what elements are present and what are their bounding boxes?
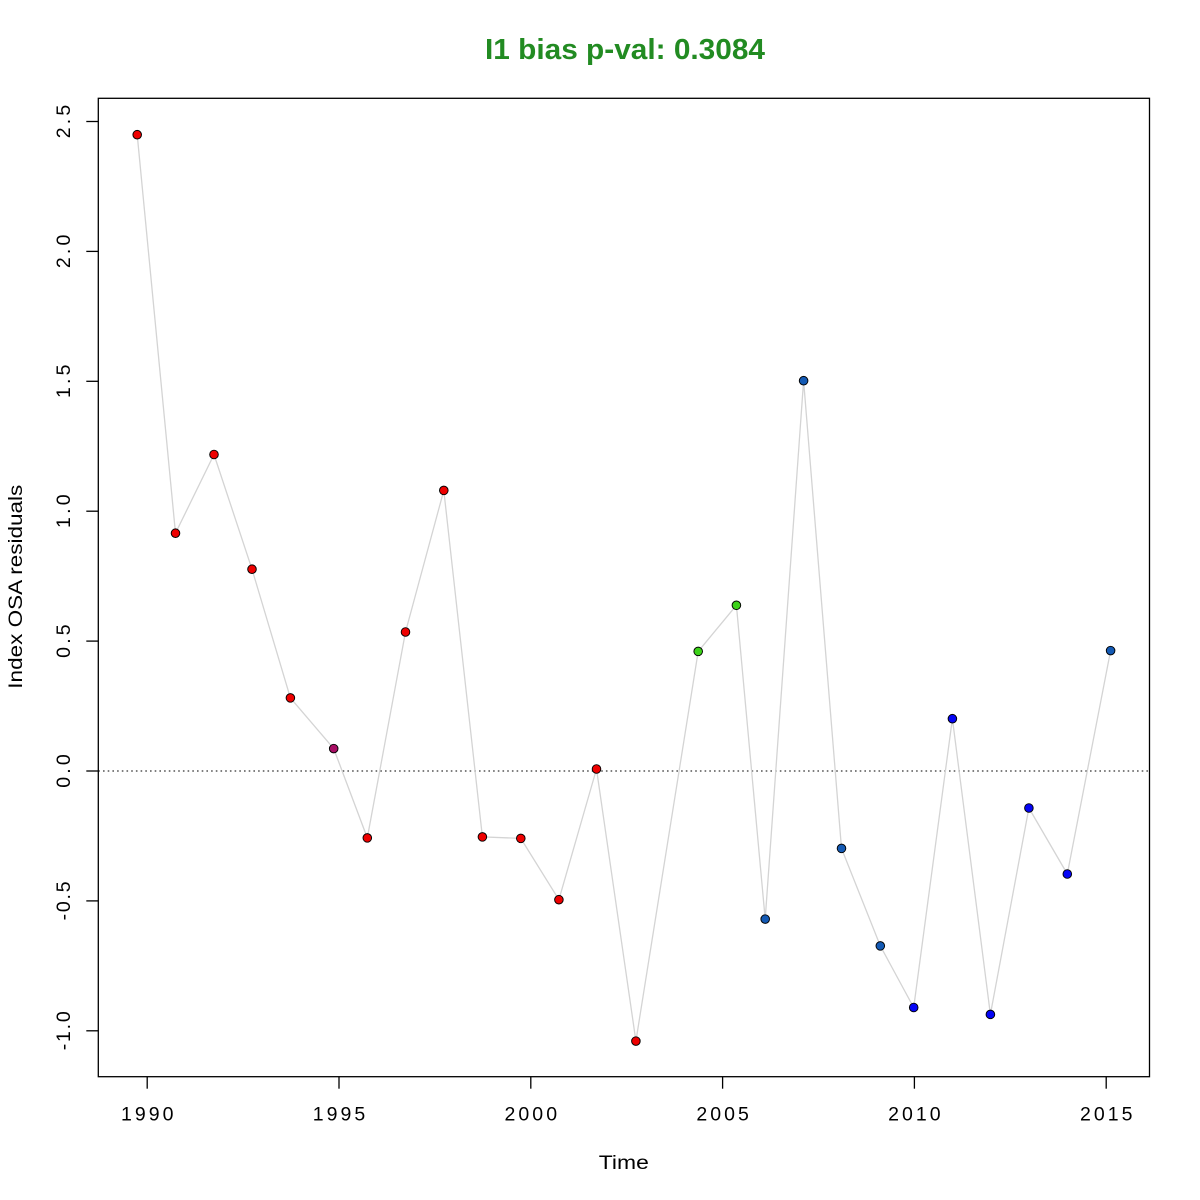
svg-text:0.0: 0.0	[53, 754, 75, 788]
svg-text:Index OSA residuals: Index OSA residuals	[5, 484, 27, 688]
svg-text:I1 bias p-val: 0.3084: I1 bias p-val: 0.3084	[485, 34, 765, 66]
svg-text:2.0: 2.0	[53, 235, 75, 269]
svg-text:1.0: 1.0	[53, 494, 75, 528]
svg-text:0.5: 0.5	[53, 624, 75, 658]
svg-text:Time: Time	[599, 1152, 649, 1174]
svg-text:2.5: 2.5	[53, 105, 75, 139]
svg-text:1.5: 1.5	[53, 364, 75, 398]
